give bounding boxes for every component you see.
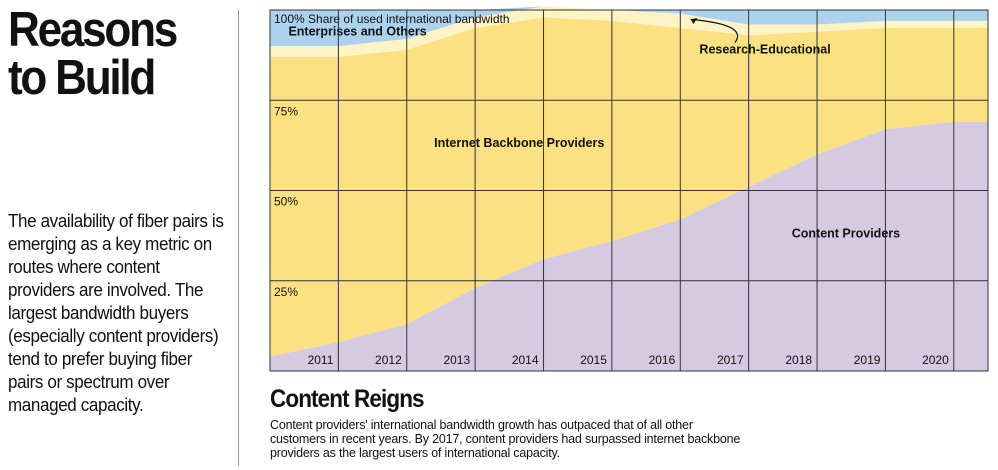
- chart-heading: Content Reigns: [270, 385, 425, 413]
- x-tick-label: 2011: [308, 353, 334, 367]
- x-tick-label: 2016: [649, 353, 676, 367]
- sidebar-body-text: The availability of fiber pairs is emerg…: [8, 210, 224, 415]
- x-tick-label: 2013: [443, 353, 470, 367]
- x-tick-label: 2017: [717, 353, 744, 367]
- series-label-internet-backbone-providers: Internet Backbone Providers: [434, 136, 604, 150]
- plot-frame: [269, 9, 989, 372]
- y-tick-label: 25%: [274, 285, 298, 299]
- series-label-enterprises-and-others: Enterprises and Others: [288, 24, 426, 38]
- x-tick-label: 2015: [580, 353, 607, 367]
- pointer-arrowhead: [690, 17, 698, 24]
- area-enterprises-and-others: [270, 6, 988, 47]
- area-research-educational: [270, 6, 988, 57]
- series-label-research-educational: Research-Educational: [699, 42, 830, 56]
- x-tick-label: 2012: [375, 353, 402, 367]
- sidebar-title: Reasons to Build: [8, 3, 178, 105]
- x-tick-label: 2014: [512, 353, 539, 367]
- vertical-divider: [238, 10, 239, 466]
- pointer-arrow: [690, 18, 739, 43]
- chart-title-text: Share of used international bandwidth: [308, 12, 509, 26]
- y-tick-label: 75%: [274, 104, 298, 118]
- chart-caption: Content providers' international bandwid…: [270, 418, 741, 460]
- x-tick-label: 2020: [922, 353, 949, 367]
- y-tick-label-top: 100%: [274, 12, 308, 26]
- x-tick-label: 2018: [785, 353, 812, 367]
- y-tick-label: 50%: [274, 195, 298, 209]
- x-tick-label: 2019: [854, 353, 881, 367]
- chart-title: 100% Share of used international bandwid…: [274, 12, 510, 26]
- area-content-providers: [270, 121, 988, 371]
- series-label-content-providers: Content Providers: [792, 226, 900, 240]
- area-internet-backbone-providers: [270, 17, 988, 357]
